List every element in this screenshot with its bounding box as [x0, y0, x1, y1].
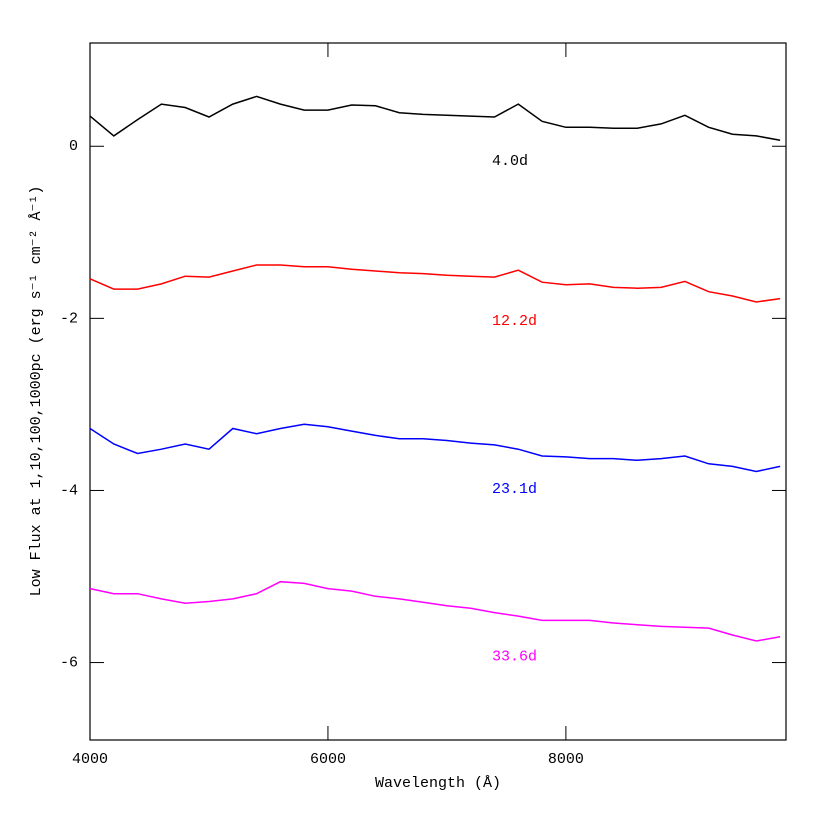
x-tick-label: 6000	[310, 751, 346, 768]
series-label: 12.2d	[492, 313, 537, 330]
spectrum-line	[89, 580, 781, 642]
plot-frame	[89, 42, 787, 741]
x-axis-label: Wavelength (Å)	[375, 775, 501, 792]
spectrum-line	[89, 264, 781, 303]
series-label: 4.0d	[492, 153, 528, 170]
spectrum-line	[89, 423, 781, 473]
y-tick-label: 0	[69, 138, 78, 155]
x-tick-label: 4000	[72, 751, 108, 768]
y-axis-label: Low Flux at 1,10,100,1000pc (erg s⁻¹ cm⁻…	[28, 186, 45, 597]
x-tick-label: 8000	[548, 751, 584, 768]
series-label: 23.1d	[492, 481, 537, 498]
spectrum-line	[89, 95, 781, 141]
series-label: 33.6d	[492, 649, 537, 666]
y-tick-label: -2	[60, 310, 78, 327]
y-tick-label: -4	[60, 482, 78, 499]
y-tick-label: -6	[60, 655, 78, 672]
